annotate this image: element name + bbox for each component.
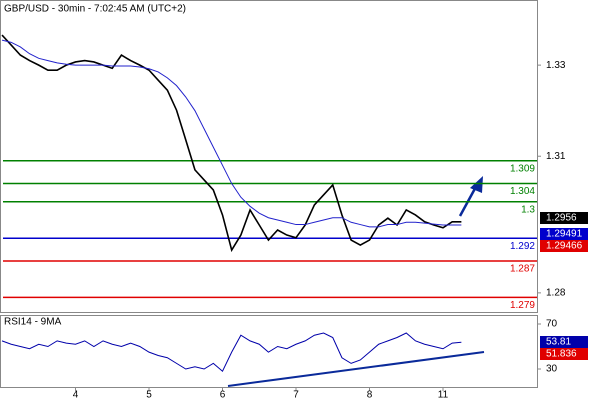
x-tick-label: 11 xyxy=(438,390,449,400)
level-label: 1.279 xyxy=(510,300,535,311)
x-tick-label: 4 xyxy=(73,390,79,400)
chart-title: GBP/USD - 30min - 7:02:45 AM (UTC+2) xyxy=(4,4,186,15)
level-label: 1.304 xyxy=(510,186,535,197)
price-tag xyxy=(540,212,588,224)
price-tag xyxy=(540,348,588,360)
price-tag-label: 1.29466 xyxy=(546,241,583,252)
price-tag-label: 53.81 xyxy=(546,337,571,348)
series-line xyxy=(1,332,462,373)
level-label: 1.287 xyxy=(510,264,535,275)
trendline xyxy=(227,351,485,387)
x-tick-label: 6 xyxy=(220,390,226,400)
y-tick-label: 1.31 xyxy=(546,151,566,162)
level-label: 1.309 xyxy=(510,163,535,174)
price-tag-label: 1.2956 xyxy=(546,213,577,224)
level-label: 1.3 xyxy=(521,204,535,215)
level-label: 1.292 xyxy=(510,241,535,252)
rsi-title: RSI14 - 9MA xyxy=(4,317,62,328)
series-line xyxy=(1,39,462,228)
y-tick-label: 1.33 xyxy=(546,60,566,71)
price-tag-label: 1.29491 xyxy=(546,229,583,240)
x-tick-label: 7 xyxy=(293,390,299,400)
arrow-head xyxy=(470,176,483,193)
price-tag xyxy=(540,240,588,252)
price-panel xyxy=(0,0,538,313)
x-tick-label: 8 xyxy=(367,390,373,400)
series-line xyxy=(1,34,462,253)
y-tick-label: 1.28 xyxy=(546,288,566,299)
y-tick-label: 70 xyxy=(546,319,558,330)
price-tag-label: 51.836 xyxy=(546,349,577,360)
x-tick-label: 5 xyxy=(146,390,152,400)
price-tag xyxy=(540,336,588,348)
price-tag xyxy=(540,228,588,240)
drawings xyxy=(227,176,485,387)
y-tick-label: 30 xyxy=(546,364,558,375)
